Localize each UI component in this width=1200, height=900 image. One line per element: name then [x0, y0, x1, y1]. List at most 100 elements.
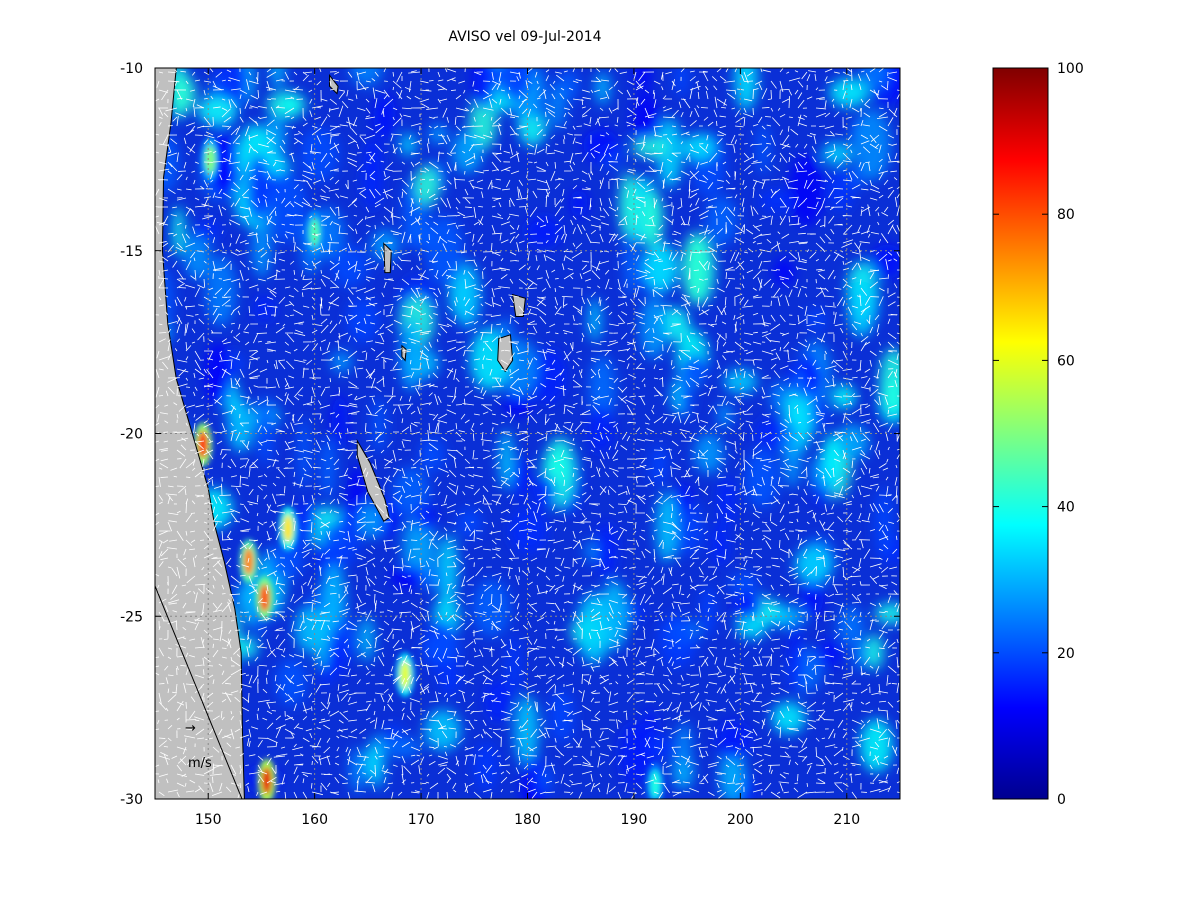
- velocity-vector: [500, 454, 503, 460]
- velocity-vector: [194, 431, 200, 437]
- velocity-vector: [234, 520, 241, 523]
- velocity-vector: [638, 619, 646, 622]
- velocity-vector: [203, 553, 214, 559]
- velocity-vector: [440, 503, 448, 506]
- velocity-vector: [533, 771, 538, 775]
- velocity-vector: [526, 683, 538, 689]
- velocity-vector: [190, 275, 196, 280]
- velocity-vector: [192, 226, 196, 235]
- velocity-vector: [226, 179, 232, 181]
- velocity-vector: [554, 584, 565, 591]
- velocity-vector: [273, 572, 277, 577]
- velocity-vector: [484, 584, 493, 592]
- velocity-vector: [327, 114, 331, 118]
- velocity-vector: [365, 215, 367, 220]
- velocity-vector: [427, 138, 430, 145]
- velocity-vector: [185, 620, 197, 624]
- velocity-vector: [632, 116, 637, 122]
- velocity-vector: [252, 462, 259, 469]
- velocity-vector: [508, 294, 520, 298]
- velocity-vector: [491, 161, 499, 171]
- velocity-vector: [338, 225, 341, 235]
- velocity-vector: [191, 341, 196, 344]
- velocity-vector: [545, 584, 553, 588]
- velocity-vector: [209, 728, 214, 735]
- velocity-vector: [334, 179, 340, 185]
- velocity-vector: [248, 598, 252, 604]
- velocity-vector: [220, 710, 223, 719]
- velocity-vector: [384, 418, 394, 424]
- velocity-vector: [356, 755, 369, 758]
- velocity-vector: [383, 170, 386, 177]
- velocity-vector: [158, 107, 164, 116]
- velocity-vector: [392, 639, 400, 649]
- velocity-vector: [410, 70, 417, 73]
- velocity-vector: [256, 606, 259, 613]
- velocity-vector: [174, 69, 178, 73]
- velocity-vector: [518, 313, 528, 316]
- velocity-vector: [191, 328, 196, 334]
- velocity-vector: [626, 764, 629, 772]
- velocity-vector: [185, 728, 193, 731]
- velocity-vector: [338, 608, 351, 613]
- velocity-vector: [247, 501, 259, 505]
- velocity-vector: [613, 80, 619, 87]
- velocity-vector: [217, 134, 223, 138]
- velocity-vector: [410, 139, 422, 145]
- velocity-vector: [374, 197, 385, 205]
- velocity-vector: [628, 421, 637, 424]
- velocity-vector: [576, 622, 583, 631]
- velocity-vector: [167, 339, 171, 343]
- velocity-vector: [339, 492, 349, 496]
- velocity-vector: [374, 341, 384, 345]
- velocity-vector: [572, 185, 578, 190]
- velocity-vector: [517, 539, 520, 548]
- velocity-vector: [338, 440, 341, 445]
- velocity-vector: [509, 278, 514, 284]
- velocity-vector: [521, 773, 529, 778]
- velocity-vector: [572, 227, 576, 235]
- velocity-vector: [409, 698, 421, 703]
- velocity-vector: [381, 221, 385, 226]
- velocity-vector: [248, 674, 253, 685]
- velocity-vector: [408, 584, 412, 593]
- velocity-vector: [381, 356, 394, 361]
- velocity-vector: [491, 422, 499, 426]
- velocity-vector: [464, 485, 474, 490]
- velocity-vector: [410, 476, 413, 482]
- velocity-vector: [248, 543, 254, 550]
- velocity-vector: [646, 179, 655, 186]
- velocity-vector: [458, 80, 466, 84]
- velocity-vector: [446, 275, 451, 280]
- velocity-vector: [401, 525, 406, 532]
- velocity-vector: [401, 701, 406, 704]
- velocity-vector: [453, 368, 457, 380]
- velocity-vector: [167, 512, 179, 516]
- velocity-vector: [248, 169, 256, 172]
- velocity-vector: [455, 656, 458, 663]
- velocity-vector: [365, 257, 372, 262]
- velocity-vector: [302, 116, 307, 121]
- velocity-vector: [509, 638, 513, 649]
- velocity-vector: [515, 345, 520, 352]
- velocity-vector: [191, 727, 196, 730]
- velocity-vector: [284, 341, 290, 346]
- velocity-vector: [255, 77, 259, 82]
- velocity-vector: [221, 368, 231, 376]
- velocity-vector: [419, 686, 430, 694]
- velocity-vector: [419, 362, 422, 370]
- velocity-vector: [426, 240, 430, 244]
- velocity-vector: [554, 226, 563, 235]
- velocity-vector: [662, 761, 667, 766]
- velocity-vector: [334, 467, 340, 470]
- velocity-vector: [250, 200, 259, 208]
- velocity-vector: [209, 140, 214, 145]
- velocity-vector: [538, 494, 547, 501]
- velocity-vector: [200, 637, 205, 649]
- velocity-vector: [212, 80, 217, 88]
- speed-patch: [399, 132, 417, 157]
- velocity-vector: [252, 674, 259, 684]
- hotspot-core: [259, 583, 270, 612]
- velocity-vector: [590, 629, 598, 631]
- velocity-vector: [320, 250, 333, 253]
